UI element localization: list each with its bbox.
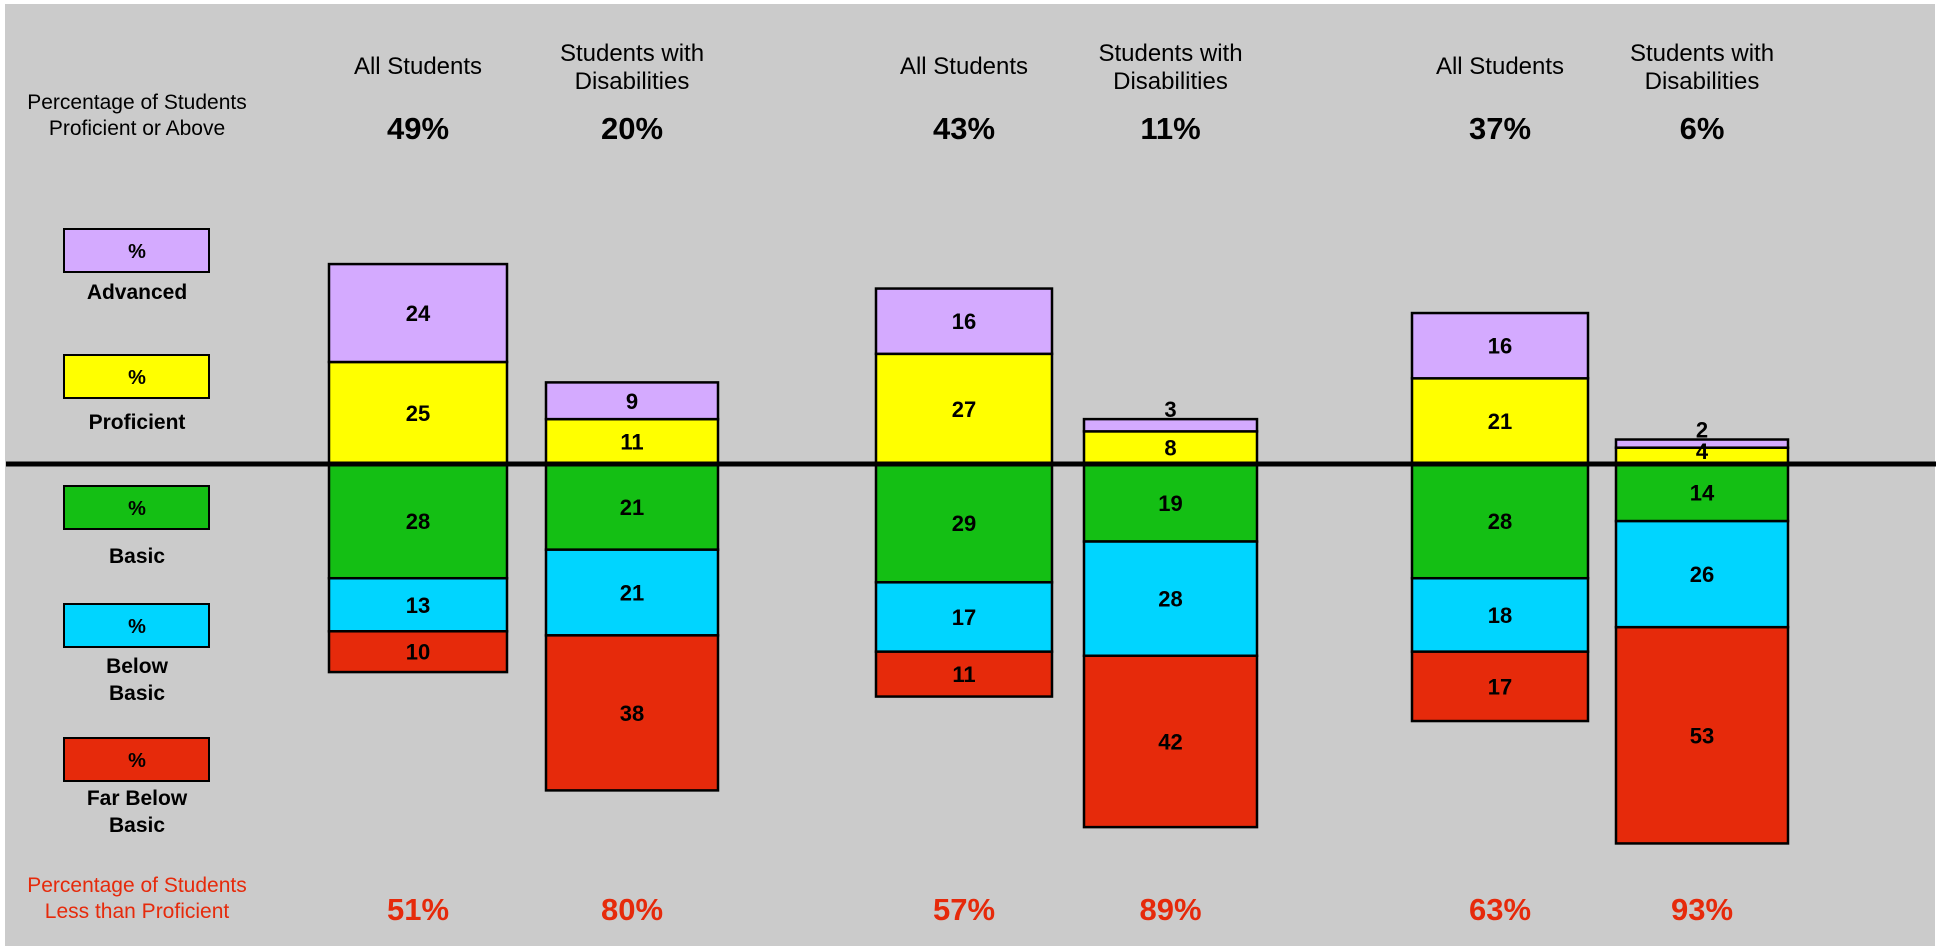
legend-label-far-below-basic: Far Below: [87, 787, 188, 810]
column-heading: All Students: [1436, 53, 1564, 80]
bar-value-label: 28: [1488, 509, 1512, 534]
bar-value-label: 24: [406, 301, 431, 326]
bar-segment-far-below-basic: [1614, 625, 1790, 845]
bar-segment-advanced: [1410, 311, 1590, 380]
bar-segment-proficient: [327, 360, 509, 466]
bar-segment-basic: [1082, 462, 1259, 543]
legend-label-below-basic: Basic: [109, 682, 165, 705]
bar-value-label: 25: [406, 401, 430, 426]
less-than-proficient-row-label-line-1: Percentage of Students: [27, 874, 247, 897]
legend-symbol: %: [128, 750, 146, 772]
column-heading: Students with: [1098, 40, 1242, 67]
bar-segment-basic: [1614, 462, 1790, 523]
proficient-row-label-line-2: Proficient or Above: [49, 117, 225, 140]
bar-segment-far-below-basic: [874, 650, 1054, 698]
proficient-or-above-percentage: 49%: [387, 111, 449, 146]
bars: [327, 262, 1790, 845]
proficient-or-above-percentage: 11%: [1140, 111, 1200, 146]
proficient-or-above-percentage: 20%: [601, 111, 663, 146]
column-heading: Disabilities: [575, 68, 690, 95]
legend-swatch-basic: [63, 485, 210, 530]
bar-segment-far-below-basic: [1410, 650, 1590, 723]
legend-symbol: %: [128, 498, 146, 520]
bar-value-label: 42: [1158, 729, 1182, 754]
bar-value-label: 38: [620, 701, 644, 726]
legend-swatch-proficient: [63, 354, 210, 399]
bar-value-label: 21: [620, 581, 644, 606]
proficient-or-above-percentage: 43%: [933, 111, 995, 146]
bar-value-label: 26: [1690, 562, 1714, 587]
bar-value-label: 4: [1696, 439, 1709, 464]
bar-segment-below-basic: [327, 576, 509, 633]
column-heading: All Students: [900, 53, 1028, 80]
less-than-proficient-percentage: 57%: [933, 892, 995, 927]
bar-value-label: 10: [406, 640, 430, 665]
column-heading: All Students: [354, 53, 482, 80]
column-heading: Students with: [560, 40, 704, 67]
bar-value-label: 19: [1158, 491, 1182, 516]
bar-segment-advanced: [1082, 417, 1259, 433]
bar-value-label: 11: [620, 430, 643, 455]
less-than-proficient-percentage: 80%: [601, 892, 663, 927]
bar-value-label: 16: [1488, 334, 1512, 359]
legend-symbol: %: [128, 241, 146, 263]
legend-symbol: %: [128, 367, 146, 389]
bar-segment-far-below-basic: [1082, 654, 1259, 829]
bar-value-label: 28: [406, 509, 430, 534]
bar-segment-advanced: [1614, 438, 1790, 449]
bar-value-label: 17: [1488, 674, 1512, 699]
bar-value-label: 27: [952, 397, 976, 422]
proficient-or-above-percentage: 37%: [1469, 111, 1531, 146]
proficient-row-label-line-1: Percentage of Students: [27, 91, 247, 114]
bar-value-label: 8: [1164, 436, 1176, 461]
bar-value-label: 21: [620, 495, 644, 520]
less-than-proficient-percentage: 93%: [1671, 892, 1733, 927]
less-than-proficient-percentage: 63%: [1469, 892, 1531, 927]
bar-value-label: 13: [406, 593, 430, 618]
less-than-proficient-percentage: 51%: [387, 892, 449, 927]
bar-value-label: 3: [1164, 397, 1176, 422]
legend-label-proficient: Proficient: [89, 411, 186, 434]
bar-value-label: 53: [1690, 723, 1714, 748]
bar-value-label: 21: [1488, 409, 1512, 434]
bar-segment-below-basic: [1082, 540, 1259, 658]
bar-value-label: 2: [1696, 418, 1708, 443]
legend-swatch-advanced: [63, 228, 210, 273]
legend-label-far-below-basic: Basic: [109, 814, 165, 837]
bar-value-label: 28: [1158, 587, 1182, 612]
bar-value-label: 11: [952, 662, 975, 687]
bar-value-label: 16: [952, 309, 976, 334]
bar-segment-advanced: [544, 381, 720, 421]
legend-symbol: %: [128, 616, 146, 638]
bar-value-label: 29: [952, 511, 976, 536]
bar-segment-far-below-basic: [544, 634, 720, 792]
column-heading: Disabilities: [1645, 68, 1760, 95]
proficient-or-above-percentage: 6%: [1680, 111, 1725, 146]
legend-label-advanced: Advanced: [87, 281, 187, 304]
bar-segment-advanced: [874, 287, 1054, 356]
legend-label-basic: Basic: [109, 545, 165, 568]
bar-segment-basic: [544, 462, 720, 551]
legend: % Advanced% Proficient% Basic% Below Basic% Fa…: [63, 228, 210, 837]
bar-value-label: 14: [1690, 481, 1715, 506]
bar-value-label: 17: [952, 605, 976, 630]
bar-segment-far-below-basic: [327, 630, 509, 674]
column-heading: Disabilities: [1113, 68, 1228, 95]
bar-segment-advanced: [327, 262, 509, 364]
bar-segment-below-basic: [1614, 519, 1790, 629]
bar-value-label: 9: [626, 389, 638, 414]
bar-segment-below-basic: [874, 581, 1054, 653]
legend-swatch-below-basic: [63, 603, 210, 648]
column-heading: Students with: [1630, 40, 1774, 67]
less-than-proficient-percentage: 89%: [1139, 892, 1201, 927]
legend-swatch-far-below-basic: [63, 737, 210, 782]
less-than-proficient-row-label-line-2: Less than Proficient: [45, 900, 230, 923]
legend-label-below-basic: Below: [106, 655, 169, 678]
bar-value-label: 18: [1488, 603, 1512, 628]
